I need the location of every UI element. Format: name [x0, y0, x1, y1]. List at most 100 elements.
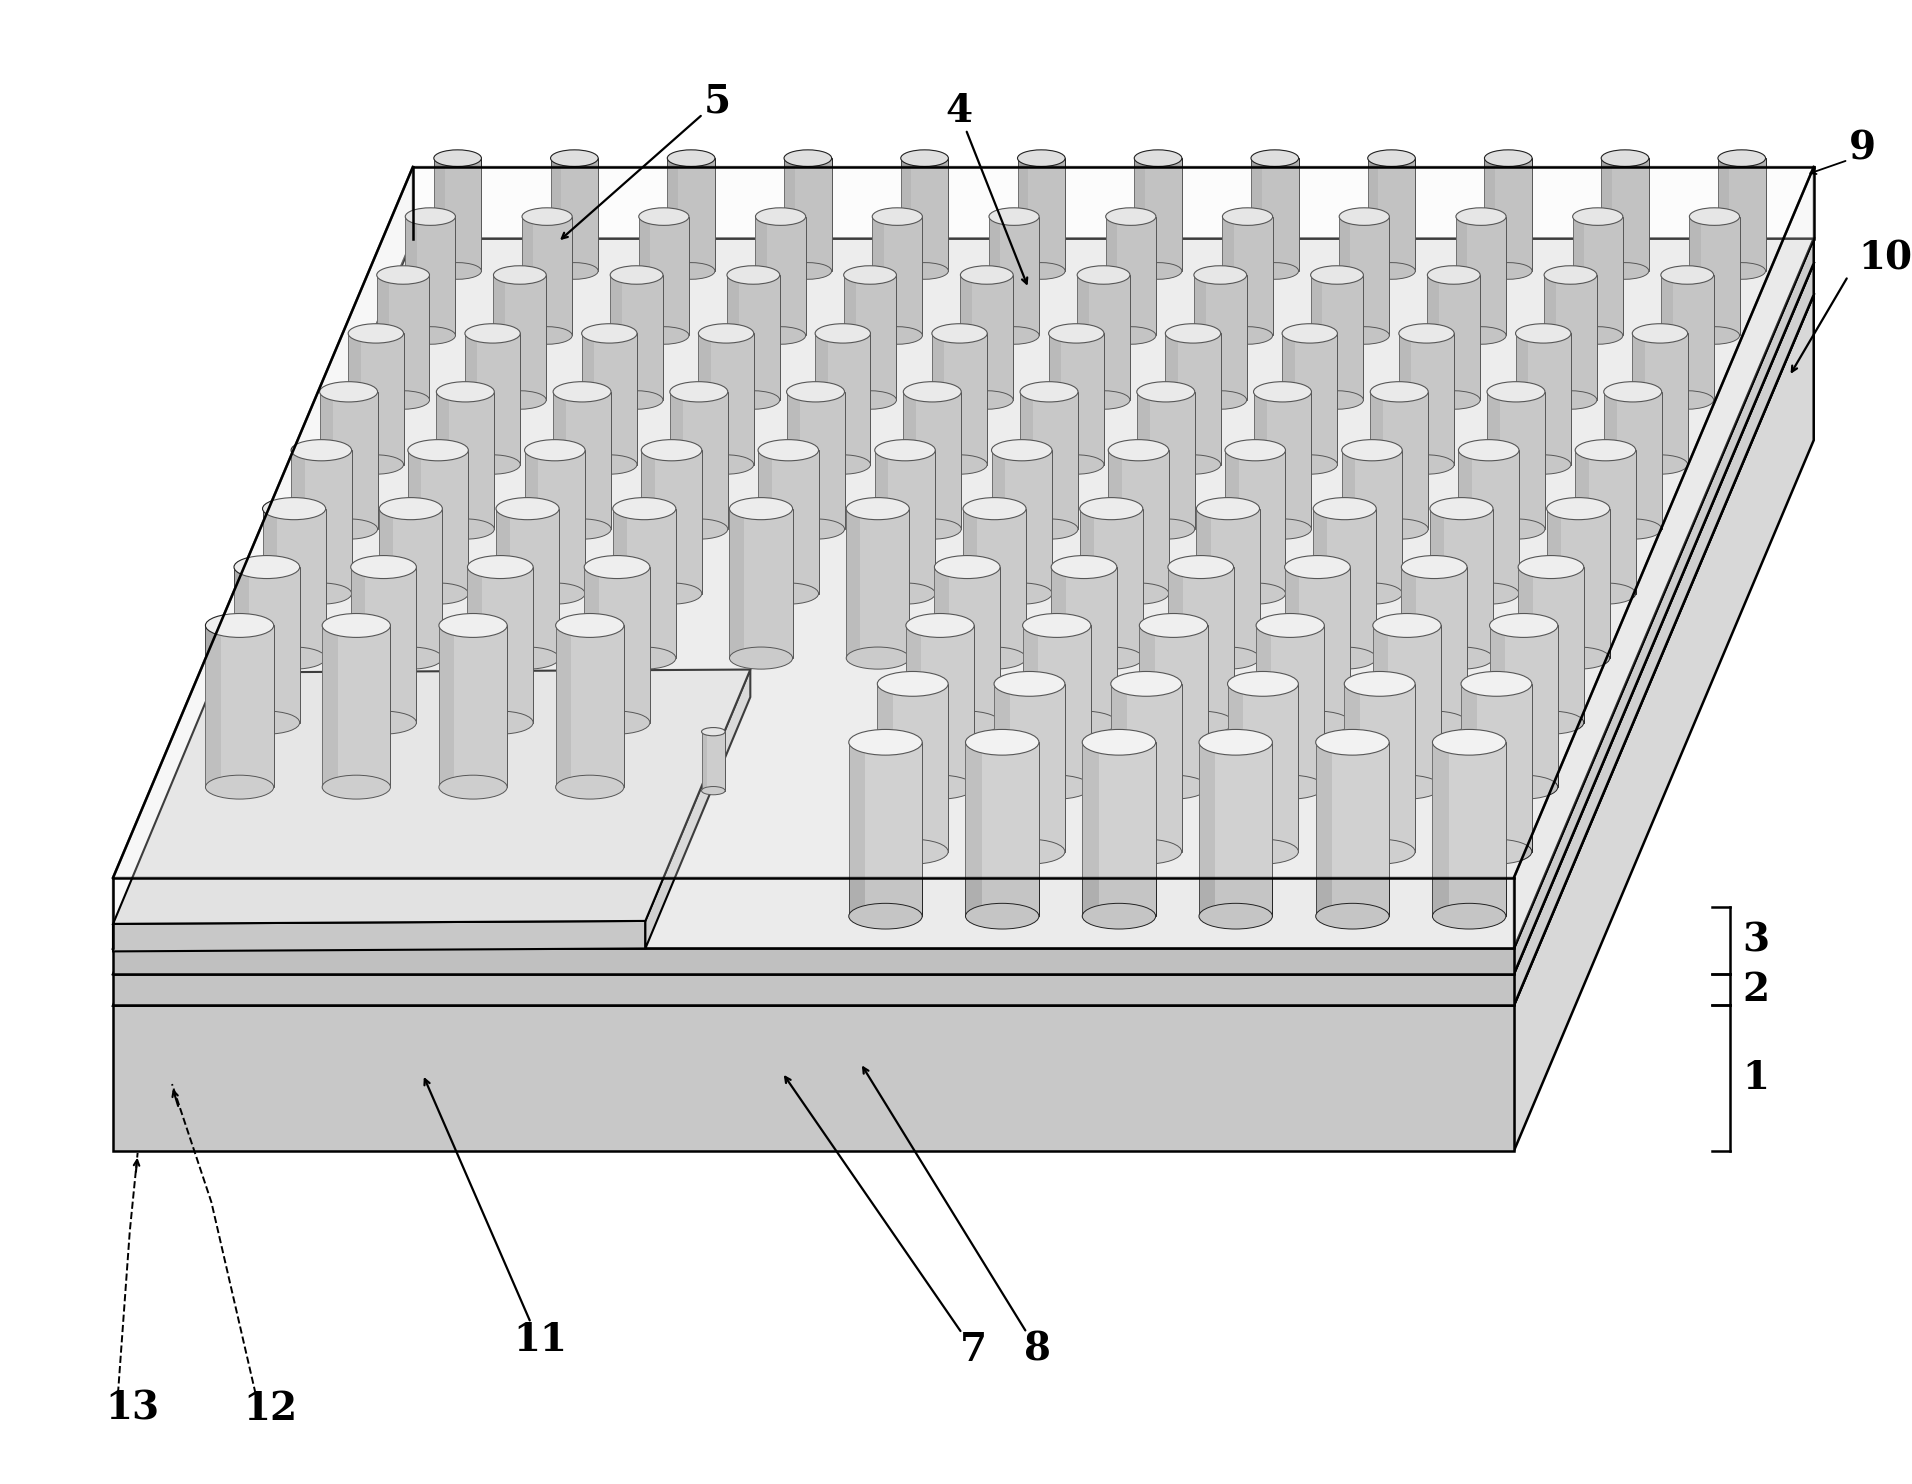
Bar — [1400, 334, 1455, 464]
Ellipse shape — [1164, 324, 1220, 343]
Bar — [878, 684, 893, 852]
Bar — [964, 509, 977, 657]
Ellipse shape — [1459, 439, 1518, 462]
Ellipse shape — [1048, 324, 1103, 343]
Bar — [641, 450, 702, 594]
Ellipse shape — [1430, 647, 1493, 669]
Ellipse shape — [1633, 454, 1688, 475]
Ellipse shape — [698, 324, 753, 343]
Bar — [1547, 509, 1610, 657]
Ellipse shape — [348, 454, 403, 475]
Bar — [727, 275, 780, 401]
Bar — [1254, 392, 1312, 528]
Polygon shape — [113, 669, 750, 925]
Bar — [815, 334, 828, 464]
Bar — [1140, 625, 1155, 787]
Ellipse shape — [1017, 263, 1065, 279]
Ellipse shape — [1019, 519, 1078, 539]
Bar — [784, 159, 832, 272]
Ellipse shape — [205, 613, 273, 638]
Ellipse shape — [784, 150, 832, 166]
Bar — [1019, 392, 1078, 528]
Ellipse shape — [730, 647, 793, 669]
Ellipse shape — [1140, 613, 1208, 638]
Ellipse shape — [876, 439, 935, 462]
Ellipse shape — [1017, 150, 1065, 166]
Ellipse shape — [350, 711, 417, 735]
Bar — [989, 217, 1000, 335]
Bar — [639, 217, 688, 335]
Bar — [522, 217, 572, 335]
Bar — [1168, 567, 1233, 723]
Ellipse shape — [379, 497, 442, 519]
Bar — [931, 334, 945, 464]
Bar — [902, 392, 962, 528]
Ellipse shape — [377, 266, 430, 285]
Bar — [1516, 334, 1528, 464]
Bar — [1428, 275, 1440, 401]
Bar — [1080, 509, 1094, 657]
Ellipse shape — [262, 497, 325, 519]
Bar — [1488, 392, 1545, 528]
Bar — [1105, 217, 1117, 335]
Bar — [1250, 159, 1262, 272]
Ellipse shape — [556, 613, 623, 638]
Ellipse shape — [1717, 263, 1765, 279]
Bar — [994, 684, 1010, 852]
Ellipse shape — [1373, 613, 1442, 638]
Ellipse shape — [1367, 263, 1415, 279]
Bar — [434, 159, 444, 272]
Ellipse shape — [1076, 266, 1130, 285]
Bar — [348, 334, 403, 464]
Bar — [992, 450, 1052, 594]
Bar — [755, 217, 805, 335]
Bar — [849, 742, 866, 916]
Bar — [262, 509, 277, 657]
Ellipse shape — [495, 647, 558, 669]
Ellipse shape — [1109, 439, 1168, 462]
Bar — [669, 392, 683, 528]
Bar — [847, 509, 910, 657]
Ellipse shape — [1076, 390, 1130, 410]
Ellipse shape — [1285, 711, 1350, 735]
Polygon shape — [113, 974, 1514, 1006]
Bar — [1690, 217, 1740, 335]
Text: 11: 11 — [514, 1321, 568, 1359]
Bar — [1256, 625, 1325, 787]
Bar — [1193, 275, 1206, 401]
Ellipse shape — [436, 381, 495, 402]
Text: 5: 5 — [704, 82, 730, 120]
Bar — [1134, 159, 1145, 272]
Bar — [1226, 450, 1239, 594]
Bar — [1574, 217, 1623, 335]
Ellipse shape — [1484, 150, 1532, 166]
Bar — [1256, 625, 1271, 787]
Bar — [964, 509, 1027, 657]
Bar — [436, 392, 449, 528]
Bar — [1489, 625, 1558, 787]
Ellipse shape — [1256, 775, 1325, 798]
Ellipse shape — [1199, 904, 1271, 929]
Bar — [1048, 334, 1061, 464]
Bar — [581, 334, 595, 464]
Bar — [1459, 450, 1518, 594]
Bar — [966, 742, 983, 916]
Bar — [1105, 217, 1157, 335]
Ellipse shape — [610, 390, 663, 410]
Ellipse shape — [1048, 454, 1103, 475]
Ellipse shape — [815, 454, 870, 475]
Ellipse shape — [319, 381, 377, 402]
Bar — [935, 567, 1000, 723]
Bar — [1109, 450, 1168, 594]
Text: 4: 4 — [945, 92, 971, 131]
Ellipse shape — [876, 583, 935, 604]
Ellipse shape — [964, 497, 1027, 519]
Bar — [1484, 159, 1495, 272]
Ellipse shape — [1455, 326, 1507, 344]
Bar — [1023, 625, 1038, 787]
Ellipse shape — [901, 263, 948, 279]
Text: 2: 2 — [1742, 971, 1769, 1009]
Bar — [1193, 275, 1247, 401]
Bar — [757, 450, 818, 594]
Ellipse shape — [1662, 390, 1713, 410]
